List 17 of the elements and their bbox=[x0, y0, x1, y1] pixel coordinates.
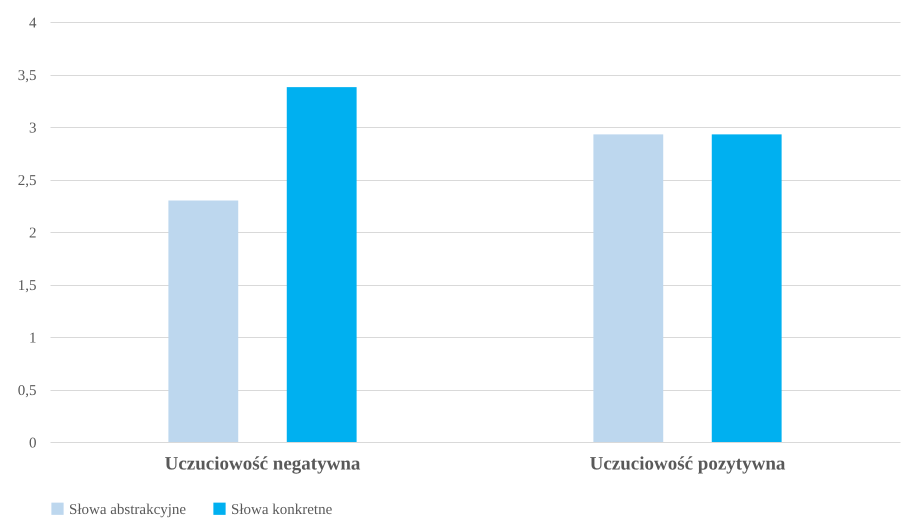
y-tick-label: 2 bbox=[29, 226, 36, 242]
y-tick-label: 1 bbox=[29, 330, 36, 346]
y-tick-label: 0 bbox=[29, 436, 36, 452]
y-tick-label: 3,5 bbox=[18, 68, 36, 84]
bar bbox=[712, 134, 782, 442]
y-tick-label: 1,5 bbox=[18, 278, 36, 294]
bar bbox=[286, 87, 357, 442]
x-tick-label: Uczuciowość negatywna bbox=[164, 454, 361, 474]
y-tick-label: 4 bbox=[29, 16, 37, 32]
legend-label: Słowa konkretne bbox=[231, 502, 333, 518]
bar bbox=[168, 200, 238, 442]
y-tick-label: 3 bbox=[29, 120, 36, 136]
legend-label: Słowa abstrakcyjne bbox=[69, 502, 186, 518]
y-tick-label: 0,5 bbox=[18, 383, 36, 399]
x-tick-label: Uczuciowość pozytywna bbox=[590, 454, 786, 474]
bar bbox=[593, 134, 664, 442]
y-tick-label: 2,5 bbox=[18, 173, 36, 189]
